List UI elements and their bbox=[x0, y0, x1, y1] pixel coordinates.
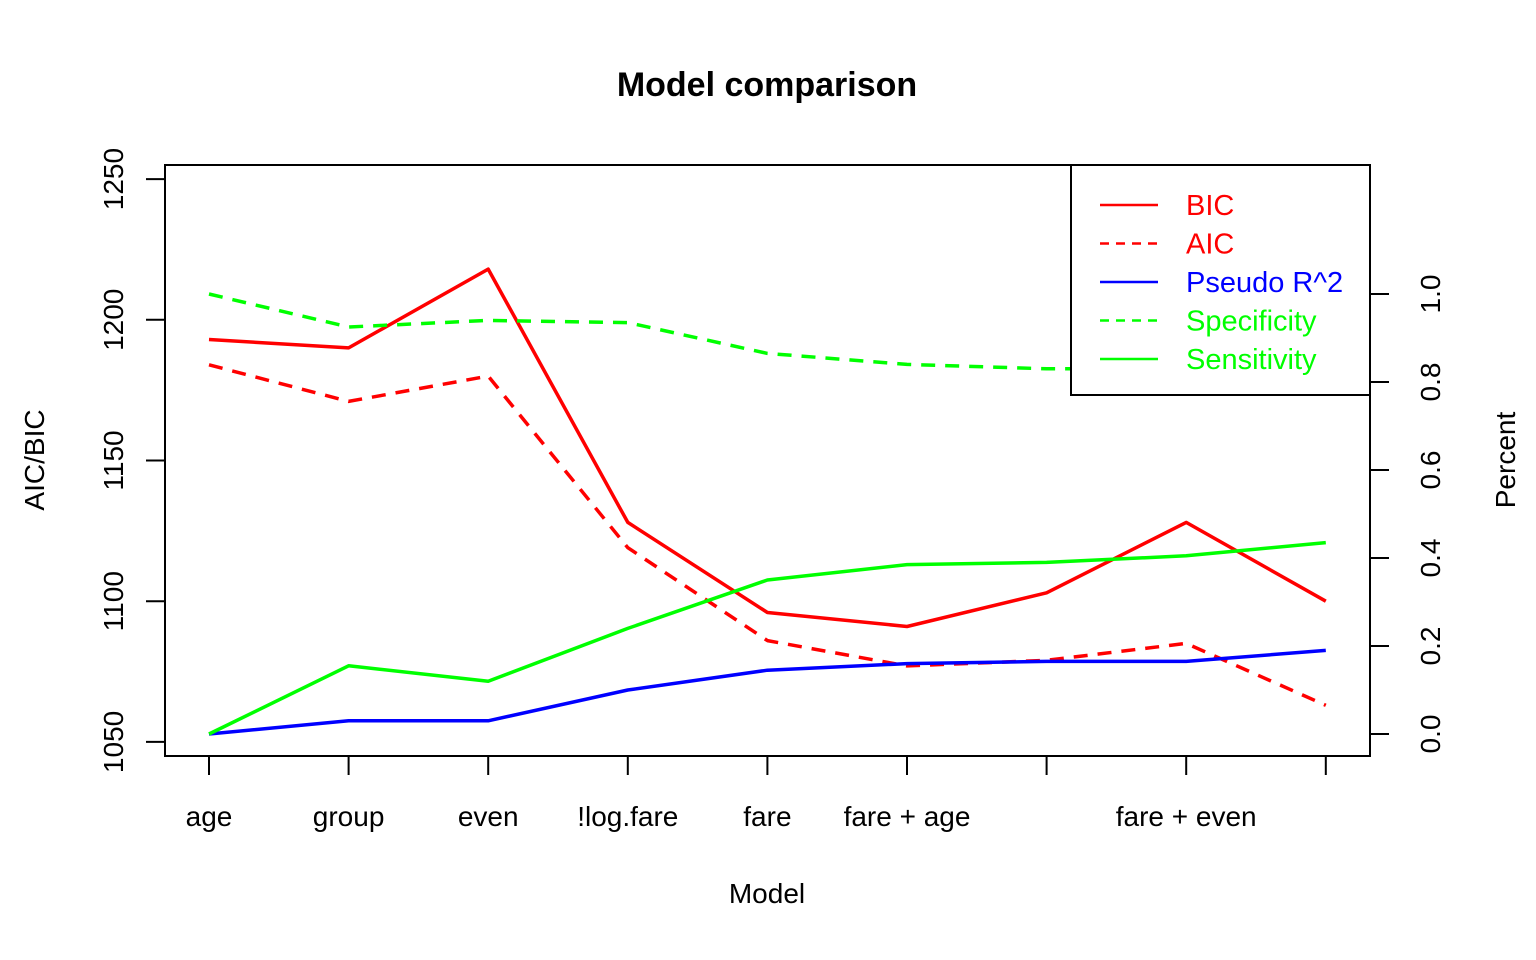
x-axis-label: Model bbox=[729, 878, 805, 909]
series-line-aic bbox=[208, 363, 1327, 707]
x-tick-label: !log.fare bbox=[577, 801, 678, 832]
x-tick-label: even bbox=[458, 801, 519, 832]
x-tick-label: fare + even bbox=[1116, 801, 1257, 832]
y-right-tick-label: 0.0 bbox=[1415, 715, 1446, 754]
y-axis-left-label: AIC/BIC bbox=[19, 409, 50, 510]
y-left-tick-label: 1200 bbox=[98, 289, 129, 351]
y-right-tick-label: 0.2 bbox=[1415, 627, 1446, 666]
chart-title: Model comparison bbox=[617, 66, 917, 104]
legend-label-specificity: Specificity bbox=[1186, 306, 1317, 338]
y-right-tick-label: 1.0 bbox=[1415, 275, 1446, 314]
legend-label-aic: AIC bbox=[1186, 229, 1234, 261]
legend-box bbox=[1070, 164, 1371, 396]
legend-label-bic: BIC bbox=[1186, 190, 1234, 222]
y-right-tick-label: 0.4 bbox=[1415, 539, 1446, 578]
y-right-tick-label: 0.8 bbox=[1415, 363, 1446, 402]
series-line-bic bbox=[208, 267, 1327, 629]
x-axis: age group even !log.fare fare fare + age fare … bbox=[186, 755, 1327, 832]
y-left-tick-label: 1100 bbox=[98, 571, 129, 631]
y-left-tick-label: 1150 bbox=[98, 430, 129, 490]
x-tick-label: group bbox=[313, 801, 385, 832]
legend: BIC AIC Pseudo R^2 Specificity Sensitivity bbox=[1070, 164, 1371, 396]
plot-lines bbox=[208, 267, 1327, 736]
legend-label-sensitivity: Sensitivity bbox=[1186, 344, 1317, 376]
series-line-pseudo-r-2 bbox=[208, 648, 1326, 736]
y-axis-left: 1050 1100 1150 1200 1250 bbox=[98, 148, 166, 773]
legend-label-pseudo-r-2: Pseudo R^2 bbox=[1186, 267, 1343, 299]
x-tick-label: age bbox=[186, 801, 233, 832]
y-left-tick-label: 1250 bbox=[98, 148, 129, 210]
y-left-tick-label: 1050 bbox=[98, 711, 129, 773]
y-axis-right: 0.0 0.2 0.4 0.6 0.8 1.0 bbox=[1369, 275, 1446, 754]
series-line-sensitivity bbox=[208, 540, 1326, 736]
x-tick-label: fare bbox=[743, 801, 791, 832]
y-right-tick-label: 0.6 bbox=[1415, 451, 1446, 490]
y-axis-right-label: Percent bbox=[1490, 412, 1521, 509]
x-tick-label: fare + age bbox=[844, 801, 971, 832]
